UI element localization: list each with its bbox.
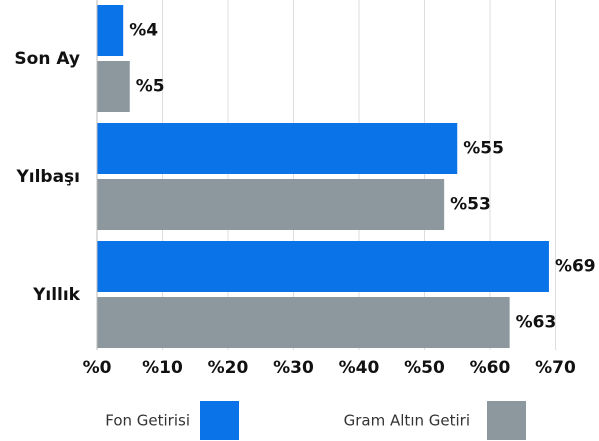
category-label: Yılbaşı: [15, 167, 80, 187]
legend-swatch: [200, 401, 239, 440]
bar: [97, 297, 510, 348]
x-tick-label: %30: [273, 358, 314, 378]
x-tick-label: %50: [404, 358, 445, 378]
value-label: %5: [136, 77, 165, 97]
value-label: %4: [129, 21, 158, 41]
bar: [97, 61, 130, 112]
value-label: %53: [450, 195, 491, 215]
x-tick-label: %0: [83, 358, 112, 378]
x-tick-label: %70: [535, 358, 576, 378]
category-label: Yıllık: [32, 285, 81, 305]
legend-label: Gram Altın Getiri: [344, 412, 470, 430]
value-label: %63: [516, 313, 557, 333]
bar: [97, 123, 458, 174]
value-label: %55: [463, 139, 504, 159]
category-label: Son Ay: [14, 49, 80, 69]
x-tick-label: %20: [208, 358, 249, 378]
x-tick-label: %10: [142, 358, 183, 378]
x-tick-label: %60: [470, 358, 511, 378]
bar: [97, 241, 549, 292]
bar: [97, 179, 445, 230]
bar: [97, 5, 124, 56]
value-label: %69: [555, 257, 596, 277]
legend-label: Fon Getirisi: [105, 412, 190, 430]
x-tick-label: %40: [339, 358, 380, 378]
legend-swatch: [487, 401, 526, 440]
